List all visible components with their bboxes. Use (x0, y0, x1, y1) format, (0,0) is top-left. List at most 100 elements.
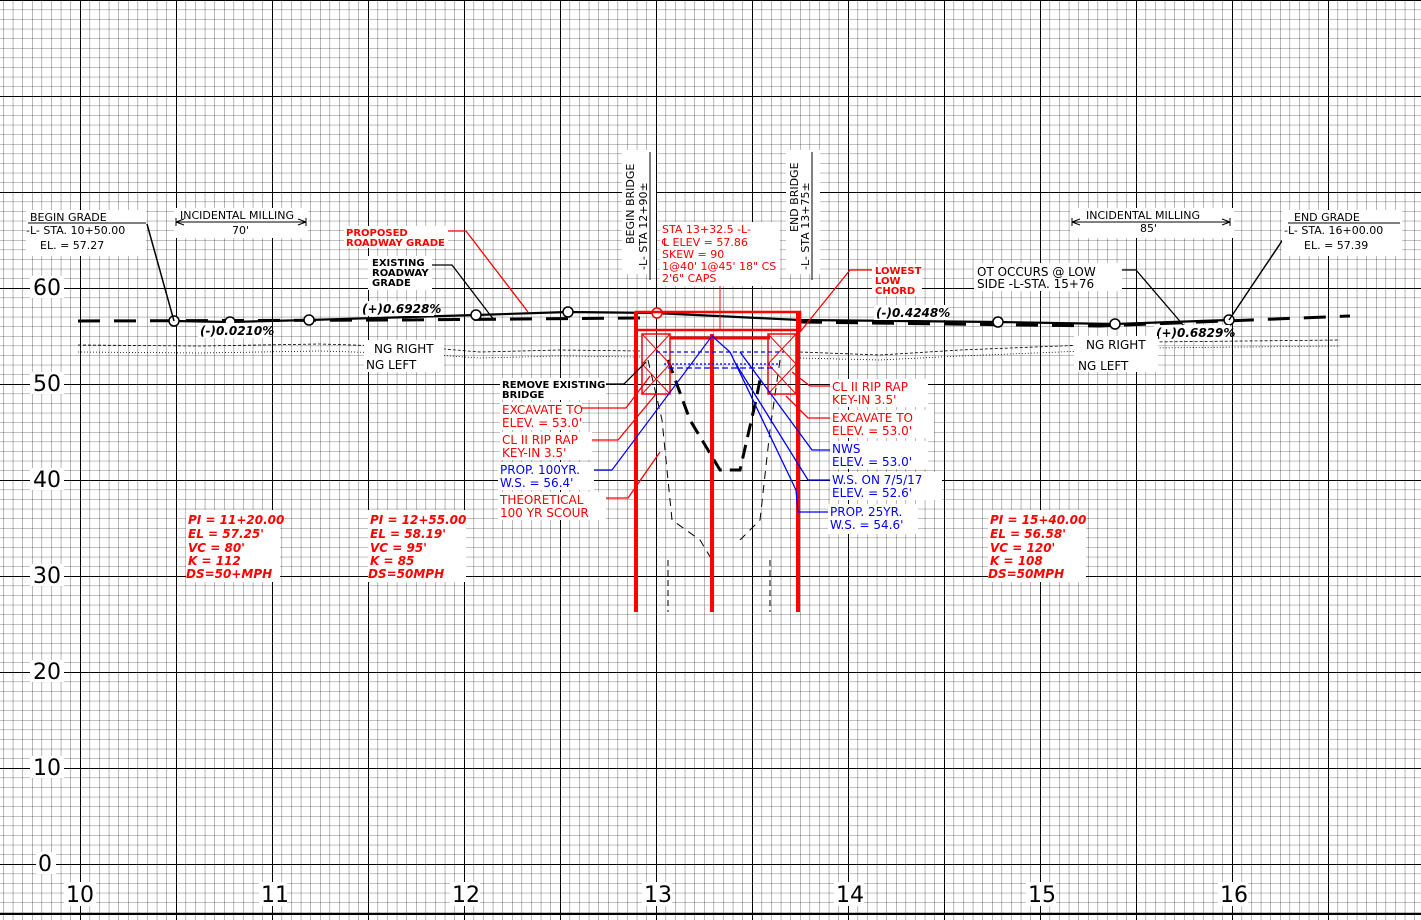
chord-line3: CHORD (875, 286, 915, 297)
pvi1-vc: VC = 80' (188, 541, 245, 555)
ws-on-label: W.S. ON 7/5/17 ELEV. = 52.6' (735, 363, 942, 500)
chord-line2: LOW (875, 276, 901, 287)
remove-line2: BRIDGE (502, 390, 545, 401)
nws-line2: ELEV. = 53.0' (832, 455, 912, 469)
pvi-data-3: PI = 15+40.00 EL = 56.58' VC = 120' K = … (988, 510, 1086, 582)
pvt-marker (303, 314, 315, 326)
station-label-16: 16 (1220, 883, 1248, 908)
existing-grade-label: EXISTING ROADWAY GRADE (368, 256, 495, 321)
end-bridge-title: END BRIDGE (788, 162, 801, 232)
elevation-axis: 60 50 40 30 20 10 0 (30, 276, 64, 877)
pvi3-k: K = 108 (990, 554, 1043, 568)
pvi-data-2: PI = 12+55.00 EL = 58.19' VC = 95' K = 8… (368, 510, 466, 582)
milling-left-length: 70' (232, 224, 249, 237)
pvi1-k: K = 112 (188, 554, 241, 568)
station-label-13: 13 (644, 883, 672, 908)
bridge-skew: SKEW = 90 (662, 248, 724, 261)
bridge-spans: 1@40' 1@45' 18" CS (662, 260, 776, 273)
grade-slopes: (-)0.0210% (+)0.6928% (-)0.4248% (+)0.68… (198, 301, 1235, 340)
riprap-left-line2: KEY-IN 3.5' (502, 446, 566, 460)
milling-right-title: INCIDENTAL MILLING (1086, 209, 1200, 222)
proposed-grade-label: PROPOSED ROADWAY GRADE (344, 226, 529, 313)
lowest-chord-label: LOWEST LOW CHORD (799, 264, 922, 333)
proposed-grade-line1: PROPOSED (346, 228, 408, 239)
excavate-left-line2: ELEV. = 53.0' (502, 416, 582, 430)
bridge-structure (634, 310, 802, 612)
proposed-grade-line2: ROADWAY GRADE (346, 238, 445, 249)
riprap-right-label: CL II RIP RAP KEY-IN 3.5' (791, 371, 928, 407)
milling-right-length: 85' (1140, 222, 1157, 235)
pvc-marker (992, 316, 1004, 328)
ws-on-line2: ELEV. = 52.6' (832, 486, 912, 500)
pvi1-speed: DS=50+MPH (186, 567, 272, 581)
elev-label-60: 60 (33, 276, 61, 301)
excavate-left-line1: EXCAVATE TO (502, 403, 583, 417)
bridge-data-block: STA 13+32.5 -L- ℄ ELEV = 57.86 SKEW = 90… (660, 222, 780, 330)
pvi3-station: PI = 15+40.00 (990, 513, 1086, 527)
pvi2-station: PI = 12+55.00 (370, 513, 466, 527)
remove-bridge-label: REMOVE EXISTING BRIDGE (500, 361, 647, 401)
bridge-caps: 2'6" CAPS (662, 272, 716, 285)
nws-line1: NWS (832, 442, 860, 456)
pvi-marker (1109, 318, 1121, 330)
slope-1: (-)0.0210% (200, 324, 274, 338)
begin-grade-station: -L- STA. 10+50.00 (26, 224, 125, 237)
water-surface-lines (611, 335, 784, 471)
pvi-marker (562, 306, 574, 318)
pvi3-elev: EL = 56.58' (990, 527, 1066, 541)
begin-grade-title: BEGIN GRADE (30, 211, 107, 224)
existing-grade (77, 314, 1351, 328)
elev-label-10: 10 (33, 756, 61, 781)
riprap-right-line1: CL II RIP RAP (832, 380, 908, 394)
pvi2-vc: VC = 95' (370, 541, 427, 555)
slope-3: (-)0.4248% (876, 306, 950, 320)
prop-25yr-label: PROP. 25YR. W.S. = 54.6' (729, 351, 918, 534)
ng-left-label: NG LEFT (366, 358, 417, 372)
end-grade-label: END GRADE -L- STA. 16+00.00 EL. = 57.39 (1282, 210, 1402, 256)
ng-labels-left: NG RIGHT NG LEFT (364, 340, 444, 372)
stream-channel (647, 359, 781, 612)
pvi-data-1: PI = 11+20.00 EL = 57.25' VC = 80' K = 1… (186, 510, 284, 582)
begin-bridge-label: BEGIN BRIDGE -L- STA 12+90± (622, 150, 656, 280)
elev-label-20: 20 (33, 660, 61, 685)
elev-label-0: 0 (38, 852, 52, 877)
nws-label: NWS ELEV. = 53.0' (739, 351, 928, 469)
begin-bridge-station: -L- STA 12+90± (637, 182, 650, 270)
scour-line2: 100 YR SCOUR (500, 506, 589, 520)
existing-grade-line1: EXISTING (372, 258, 425, 269)
pvi2-speed: DS=50MPH (368, 567, 444, 581)
existing-grade-line3: GRADE (372, 278, 411, 289)
pvi3-speed: DS=50MPH (988, 567, 1064, 581)
prop-25yr-line2: W.S. = 54.6' (830, 518, 903, 532)
ng-right-label: NG RIGHT (1086, 338, 1146, 352)
riprap-left-line1: CL II RIP RAP (502, 433, 578, 447)
incidental-milling-right: INCIDENTAL MILLING 85' (1070, 208, 1234, 238)
end-grade-elev: EL. = 57.39 (1304, 239, 1368, 252)
ng-labels-right: NG RIGHT NG LEFT (1074, 336, 1158, 373)
pvi3-vc: VC = 120' (990, 541, 1055, 555)
slope-2: (+)0.6928% (362, 302, 441, 316)
end-bridge-label: END BRIDGE -L- STA 13+75± (786, 150, 820, 280)
begin-grade-elev: EL. = 57.27 (40, 239, 104, 252)
elev-label-50: 50 (33, 372, 61, 397)
excavate-right-line1: EXCAVATE TO (832, 411, 913, 425)
end-grade-title: END GRADE (1294, 211, 1360, 224)
station-label-10: 10 (66, 883, 94, 908)
scour-label: THEORETICAL 100 YR SCOUR (498, 451, 661, 520)
ot-line2: SIDE -L-STA. 15+76 (977, 277, 1094, 291)
station-label-12: 12 (452, 883, 480, 908)
remove-line1: REMOVE EXISTING (502, 380, 605, 391)
riprap-left-label: CL II RIP RAP KEY-IN 3.5' (500, 393, 657, 460)
grade-limit-leaders (146, 223, 1293, 322)
pvi2-elev: EL = 58.19' (370, 527, 446, 541)
end-bridge-station: -L- STA 13+75± (799, 182, 812, 270)
existing-grade-line2: ROADWAY (372, 268, 429, 279)
ng-right-label: NG RIGHT (374, 342, 434, 356)
end-grade-station: -L- STA. 16+00.00 (1284, 224, 1383, 237)
station-label-14: 14 (836, 883, 864, 908)
prop-100yr-line2: W.S. = 56.4' (500, 476, 573, 490)
prop-100yr-line1: PROP. 100YR. (500, 463, 580, 477)
begin-bridge-title: BEGIN BRIDGE (624, 164, 637, 244)
station-axis: 10 11 12 13 14 15 16 (64, 882, 1248, 908)
